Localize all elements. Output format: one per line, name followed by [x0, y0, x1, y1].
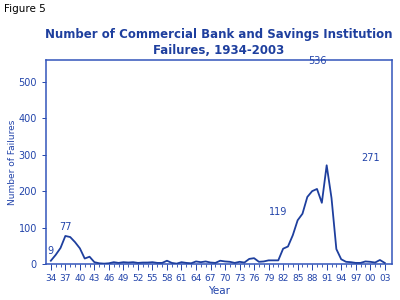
X-axis label: Year: Year [208, 286, 230, 296]
Y-axis label: Number of Failures: Number of Failures [8, 119, 17, 205]
Text: Figure 5: Figure 5 [4, 4, 46, 14]
Text: 77: 77 [59, 222, 72, 232]
Text: 536: 536 [308, 56, 326, 66]
Text: 271: 271 [361, 154, 380, 164]
Text: 119: 119 [269, 207, 288, 217]
Text: 9: 9 [48, 246, 54, 256]
Title: Number of Commercial Bank and Savings Institution
Failures, 1934-2003: Number of Commercial Bank and Savings In… [45, 28, 393, 57]
